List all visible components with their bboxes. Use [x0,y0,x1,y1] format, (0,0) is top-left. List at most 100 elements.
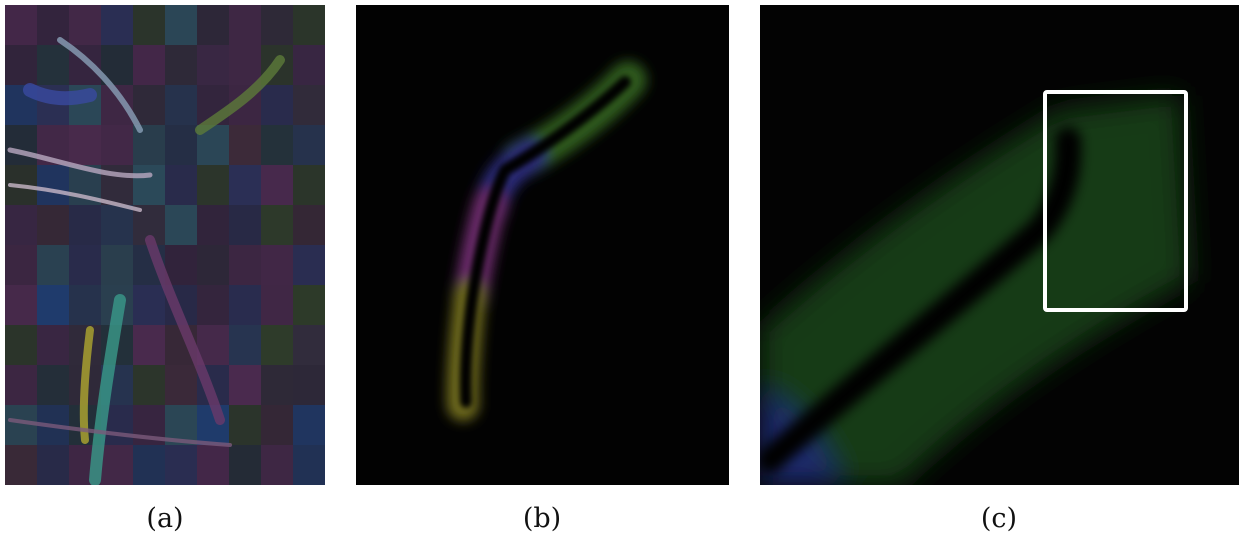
mosaic-block [261,405,293,445]
mosaic-block [293,325,325,365]
mosaic-block [293,445,325,485]
texture-stroke [8,418,232,447]
mosaic-block [229,5,261,45]
mosaic-block [37,5,69,45]
mosaic-block [261,5,293,45]
mosaic-block [37,365,69,405]
texture-stroke [195,55,285,135]
mosaic-block [165,245,197,285]
mosaic-block [229,365,261,405]
mosaic-block [5,45,37,85]
mosaic-block [229,405,261,445]
mosaic-block [165,165,197,205]
mosaic-block [293,165,325,205]
highlight-box [1043,90,1188,312]
mosaic-block [165,85,197,125]
mosaic-block [37,165,69,205]
mosaic-block [37,325,69,365]
mosaic-block [101,205,133,245]
mosaic-block [101,245,133,285]
mosaic-block [293,245,325,285]
mosaic-block [293,85,325,125]
texture-stroke [89,294,126,485]
mosaic-block [101,5,133,45]
mosaic-block [69,285,101,325]
mosaic-block [133,325,165,365]
mosaic-block [261,85,293,125]
mosaic-block [197,165,229,205]
mosaic-block [5,445,37,485]
mosaic-block [261,445,293,485]
mosaic-block [197,285,229,325]
mosaic-block [293,405,325,445]
mosaic-block [261,125,293,165]
mosaic-block [293,285,325,325]
mosaic-block [229,45,261,85]
mosaic-block [133,445,165,485]
mosaic-block [229,445,261,485]
mosaic-block [165,365,197,405]
mosaic-block [197,245,229,285]
mosaic-block [293,45,325,85]
mosaic-block [37,285,69,325]
mosaic-block [101,445,133,485]
panel-label: (a) [146,503,183,534]
mosaic-block [229,325,261,365]
mosaic-block [165,125,197,165]
mosaic-block [133,365,165,405]
mosaic-block [69,245,101,285]
contour-core [459,76,631,408]
mosaic-block [165,5,197,45]
texture-stroke [8,183,142,212]
mosaic-block [165,205,197,245]
mosaic-block [261,325,293,365]
mosaic-block [261,245,293,285]
texture-stroke [23,83,97,106]
mosaic-block [229,285,261,325]
texture-stroke [57,37,143,133]
mosaic-block [229,205,261,245]
mosaic-block [37,205,69,245]
mosaic-block [229,165,261,205]
mosaic-block [69,205,101,245]
panel-b-image [356,5,729,485]
panel-label: (c) [981,503,1017,534]
mosaic-block [293,365,325,405]
panel-c-image [760,5,1239,485]
mosaic-block [133,85,165,125]
mosaic-block [165,445,197,485]
mosaic-block [197,205,229,245]
panel-background [356,5,729,485]
mosaic-block [5,125,37,165]
panel-a-image [5,5,325,485]
mosaic-block [133,165,165,205]
mosaic-block [197,325,229,365]
mosaic-block [197,445,229,485]
mosaic-block [37,45,69,85]
mosaic-block [5,245,37,285]
texture-stroke [7,147,153,179]
mosaic-block [197,5,229,45]
mosaic-block [69,125,101,165]
mosaic-block [133,45,165,85]
mosaic-block [165,45,197,85]
mosaic-block [37,245,69,285]
mosaic-block [5,5,37,45]
mosaic-block [229,245,261,285]
mosaic-block [5,325,37,365]
mosaic-block [197,45,229,85]
panel-label: (b) [523,503,561,534]
mosaic-block [5,285,37,325]
texture-stroke [145,235,225,425]
mosaic-block [37,445,69,485]
mosaic-block [293,125,325,165]
mosaic-block [101,125,133,165]
mosaic-block [133,5,165,45]
mosaic-block [261,205,293,245]
mosaic-block [133,285,165,325]
mosaic-block [5,365,37,405]
dark-gap [760,127,1082,473]
mosaic-block [261,365,293,405]
